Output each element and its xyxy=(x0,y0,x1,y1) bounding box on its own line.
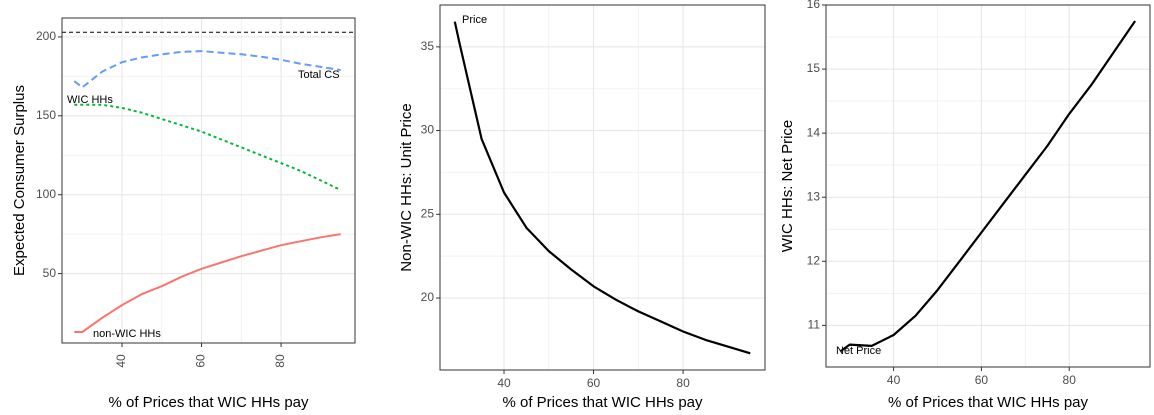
y-tick-label: 13 xyxy=(807,189,821,203)
plot-border xyxy=(61,17,356,344)
line xyxy=(74,233,341,333)
y-axis-title: WIC HHs: Net Price xyxy=(779,120,796,253)
x-tick-label: 80 xyxy=(1063,373,1077,387)
y-tick-label: 25 xyxy=(421,206,435,220)
line xyxy=(74,103,342,191)
annotation: Price xyxy=(462,14,487,26)
y-tick-label: 50 xyxy=(43,266,57,280)
annotation: Total CS xyxy=(298,69,340,81)
y-tick-label: 200 xyxy=(36,29,56,43)
annotation: WIC HHs xyxy=(67,94,113,106)
x-tick-label: 40 xyxy=(887,373,901,387)
y-axis-title: Non-WIC HHs: Unit Price xyxy=(398,103,415,271)
x-tick-label: 40 xyxy=(497,376,511,390)
y-tick-label: 12 xyxy=(807,253,821,267)
plots: 40 60 80 50 100 150 200 % of Prices that WIC HH… xyxy=(11,0,1151,411)
line xyxy=(73,50,341,89)
y-tick-label: 150 xyxy=(36,108,56,122)
x-tick-label: 80 xyxy=(676,376,690,390)
y-axis-title: Expected Consumer Surplus xyxy=(11,85,28,276)
y-tick-label: 15 xyxy=(807,61,821,75)
y-tick-label: 11 xyxy=(808,318,821,332)
plot-background xyxy=(440,5,765,370)
x-axis-title: % of Prices that WIC HHs pay xyxy=(888,394,1089,411)
annotation: Net Price xyxy=(836,345,881,357)
y-tick-label: 100 xyxy=(36,187,56,201)
x-tick-label: 60 xyxy=(975,373,989,387)
annotation: non-WIC HHs xyxy=(93,328,161,340)
line xyxy=(840,20,1137,352)
x-tick-label: 40 xyxy=(114,354,128,368)
plot-background xyxy=(826,5,1150,367)
x-tick-label: 60 xyxy=(194,354,208,368)
line xyxy=(453,21,751,355)
y-tick-label: 35 xyxy=(421,39,435,53)
y-tick-label: 30 xyxy=(421,123,435,137)
x-axis-title: % of Prices that WIC HHs pay xyxy=(108,394,309,411)
x-tick-label: 60 xyxy=(587,376,601,390)
y-tick-label: 14 xyxy=(807,125,821,139)
y-tick-label: 16 xyxy=(807,0,821,11)
plot-border xyxy=(825,4,1151,368)
y-tick-label: 20 xyxy=(421,290,435,304)
plot-background xyxy=(62,18,355,343)
plot-border xyxy=(439,4,766,371)
x-tick-label: 80 xyxy=(273,354,287,368)
x-axis-title: % of Prices that WIC HHs pay xyxy=(502,394,703,411)
